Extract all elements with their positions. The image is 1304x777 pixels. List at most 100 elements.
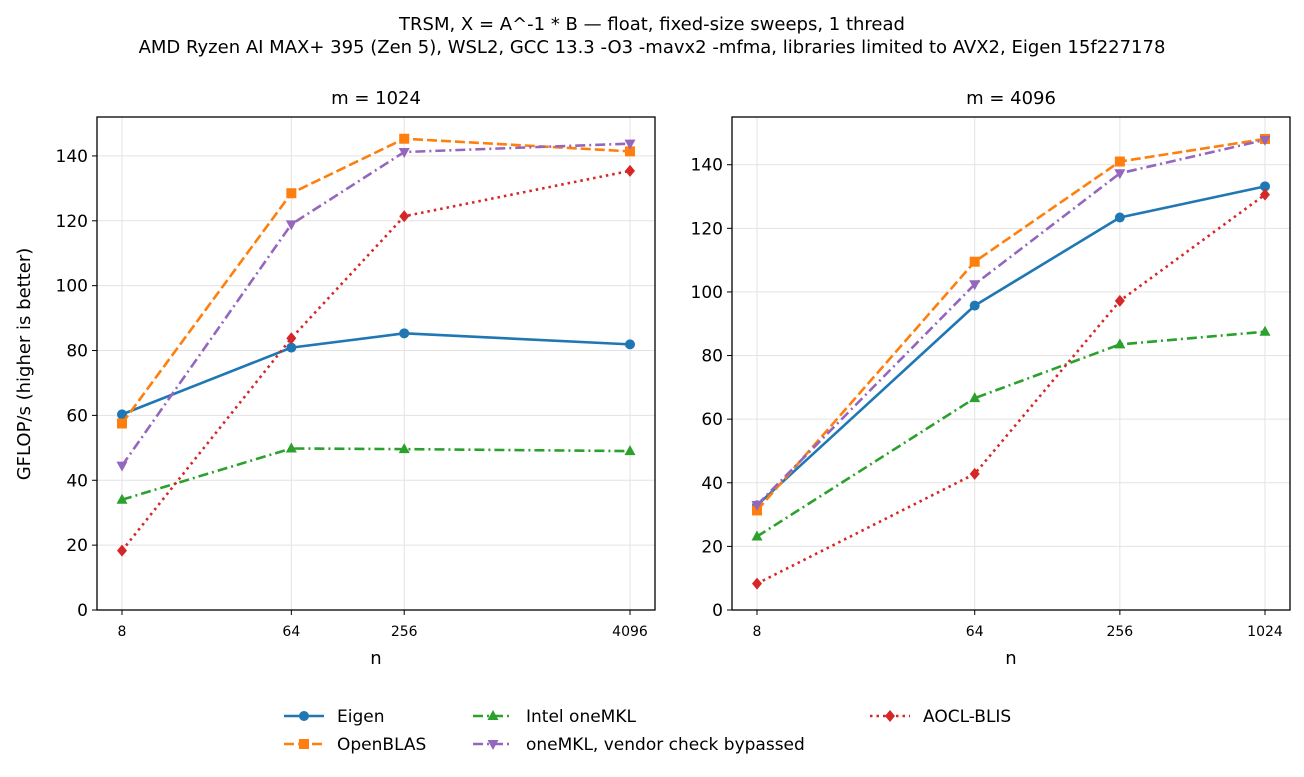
y-tick-label: 120: [691, 219, 723, 239]
legend-label: Eigen: [337, 707, 385, 727]
legend-marker: [299, 739, 309, 749]
data-point: [1259, 135, 1271, 146]
legend-marker: [299, 711, 309, 721]
x-axis-label: n: [370, 648, 381, 669]
legend-item: OpenBLAS: [284, 735, 426, 755]
x-tick-label: 8: [753, 624, 762, 640]
series-eigen: [117, 328, 635, 420]
series-line: [756, 185, 1266, 507]
series-line: [121, 332, 631, 416]
y-tick-label: 20: [66, 536, 88, 556]
y-tick-label: 60: [701, 410, 723, 430]
data-point: [285, 220, 297, 231]
data-point: [116, 461, 128, 472]
legend-marker: [487, 710, 499, 720]
data-point: [751, 530, 763, 541]
figure-title-line1: TRSM, X = A^-1 * B — float, fixed-size s…: [398, 14, 905, 35]
data-point: [969, 467, 980, 480]
data-point: [286, 332, 297, 345]
series-line: [120, 142, 631, 467]
x-tick-label: 64: [282, 624, 300, 640]
x-tick-label: 256: [1106, 624, 1133, 640]
series-line: [756, 138, 1266, 506]
data-point: [399, 210, 410, 223]
series-intel-onemkl: [751, 325, 1271, 541]
legend-label: OpenBLAS: [337, 735, 426, 755]
y-tick-label: 20: [701, 537, 723, 557]
data-point: [398, 148, 410, 159]
series-line: [756, 137, 1266, 512]
x-tick-label: 1024: [1247, 624, 1283, 640]
series-line: [121, 447, 631, 501]
y-tick-label: 80: [66, 342, 88, 362]
legend-marker: [885, 710, 895, 722]
plot-frame: [731, 116, 1291, 611]
legend-item: AOCL-BLIS: [870, 707, 1011, 727]
data-point: [1260, 181, 1270, 192]
y-tick-label: 100: [56, 277, 88, 297]
y-tick-label: 140: [691, 156, 723, 176]
data-point: [399, 133, 410, 144]
series-aocl-blis: [752, 188, 1270, 590]
y-tick-label: 60: [66, 406, 88, 426]
data-point: [969, 256, 980, 267]
data-point: [625, 339, 635, 350]
data-point: [969, 300, 980, 311]
data-point: [398, 443, 410, 454]
data-point: [625, 146, 635, 157]
legend-item: Intel oneMKL: [473, 707, 636, 727]
series-intel-onemkl: [116, 442, 636, 504]
y-tick-label: 80: [701, 347, 723, 367]
legend-label: oneMKL, vendor check bypassed: [526, 735, 805, 755]
y-tick-label: 40: [66, 471, 88, 491]
series-eigen: [752, 181, 1270, 511]
x-tick-label: 64: [966, 624, 984, 640]
data-point: [625, 164, 635, 177]
y-tick-label: 140: [56, 147, 88, 167]
legend-item: Eigen: [284, 707, 385, 727]
series-aocl-blis: [117, 164, 635, 557]
y-tick-label: 120: [56, 212, 88, 232]
chart-panel-m4096: m = 4096 n 0 20 40 60 80 100 120 140 8 64 256 1024: [691, 88, 1291, 669]
data-point: [1260, 188, 1270, 201]
data-point: [1114, 156, 1125, 167]
x-tick-label: 4096: [612, 624, 648, 640]
panel-title: m = 1024: [331, 88, 421, 109]
data-point: [752, 577, 762, 590]
data-point: [1114, 169, 1126, 180]
data-point: [751, 501, 763, 512]
data-point: [969, 392, 981, 403]
x-tick-label: 8: [118, 624, 127, 640]
y-tick-label: 0: [77, 601, 88, 621]
data-point: [624, 445, 636, 456]
gridlines: [732, 117, 1290, 611]
data-point: [285, 442, 297, 453]
data-point: [1259, 325, 1271, 336]
data-point: [117, 409, 127, 420]
legend-marker: [487, 740, 499, 750]
legend-label: AOCL-BLIS: [923, 707, 1011, 727]
series-onemkl-vendor-check-bypassed: [116, 139, 636, 472]
series-line: [120, 137, 631, 425]
series-line: [756, 330, 1266, 538]
series-openblas: [752, 133, 1270, 516]
data-point: [286, 188, 297, 199]
y-axis-label: GFLOP/s (higher is better): [14, 248, 35, 481]
data-point: [117, 544, 127, 557]
panel-title: m = 4096: [966, 88, 1056, 109]
figure-title-line2: AMD Ryzen AI MAX+ 395 (Zen 5), WSL2, GCC…: [139, 37, 1166, 58]
data-point: [116, 493, 128, 504]
data-point: [286, 342, 297, 353]
y-tick-label: 40: [701, 474, 723, 494]
x-tick-label: 256: [391, 624, 418, 640]
data-point: [1114, 338, 1126, 349]
data-point: [399, 328, 410, 339]
series-line: [756, 193, 1266, 585]
chart-panel-m1024: m = 1024 n GFLOP/s (higher is better) 0 2…: [14, 88, 656, 669]
series-openblas: [117, 133, 635, 429]
y-tick-label: 0: [712, 601, 723, 621]
x-axis-label: n: [1005, 648, 1016, 669]
gridlines: [97, 117, 655, 611]
data-point: [117, 418, 127, 429]
